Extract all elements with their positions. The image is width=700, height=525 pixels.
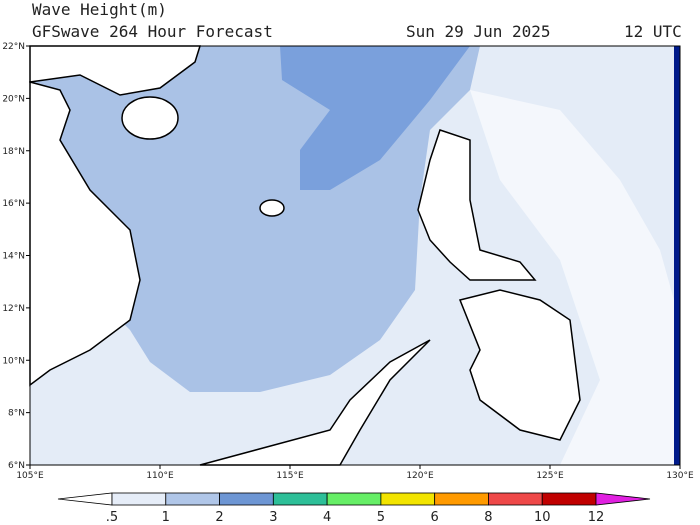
legend-label: 2 (215, 510, 223, 525)
legend-swatch (219, 492, 274, 506)
legend-swatch (111, 492, 167, 506)
lon-label: 105°E (16, 471, 44, 481)
visayas-mindanao (458, 289, 581, 441)
vietnam (29, 81, 141, 387)
lat-label: 22°N (2, 42, 25, 52)
lon-label: 115°E (276, 471, 304, 481)
legend-swatch (326, 492, 382, 506)
edge-band (674, 46, 680, 465)
sea-high (280, 46, 470, 190)
legend-swatch (434, 492, 489, 506)
lon-label: 120°E (406, 471, 434, 481)
legend-label: 12 (588, 510, 605, 525)
legend-swatch (488, 492, 543, 506)
legend-swatch (380, 492, 436, 506)
lat-label: 6°N (8, 461, 25, 471)
lat-label: 8°N (8, 409, 25, 419)
lat-label: 20°N (2, 94, 25, 104)
legend-label: 1 (162, 510, 170, 525)
legend-arrow-high (595, 492, 651, 506)
lon-label: 125°E (536, 471, 564, 481)
title: Wave Height(m) (32, 0, 167, 19)
legend-arrow-low (57, 492, 113, 506)
lon-label: 110°E (146, 471, 174, 481)
legend-label: 6 (431, 510, 439, 525)
lat-label: 14°N (2, 252, 25, 262)
luzon (417, 129, 537, 281)
legend-label: 4 (323, 510, 331, 525)
lon-label: 130°E (666, 471, 694, 481)
legend-label: .5 (106, 510, 118, 525)
lat-label: 16°N (2, 199, 25, 209)
lat-label: 12°N (2, 304, 25, 314)
map (29, 45, 681, 466)
lat-label: 18°N (2, 147, 25, 157)
legend-label: 10 (534, 510, 551, 525)
island (259, 199, 285, 217)
subtitle: GFSwave 264 Hour Forecast (32, 22, 273, 41)
china-coast (29, 45, 202, 96)
legend-label: 8 (484, 510, 492, 525)
legend-swatch (272, 492, 328, 506)
legend-swatch (541, 492, 597, 506)
sea-calm (470, 90, 674, 465)
legend-swatch (165, 492, 220, 506)
hainan (121, 96, 179, 140)
legend-label: 3 (269, 510, 277, 525)
time: 12 UTC (624, 22, 682, 41)
borneo (199, 339, 431, 466)
legend-label: 5 (377, 510, 385, 525)
date: Sun 29 Jun 2025 (406, 22, 551, 41)
lat-label: 10°N (2, 356, 25, 366)
